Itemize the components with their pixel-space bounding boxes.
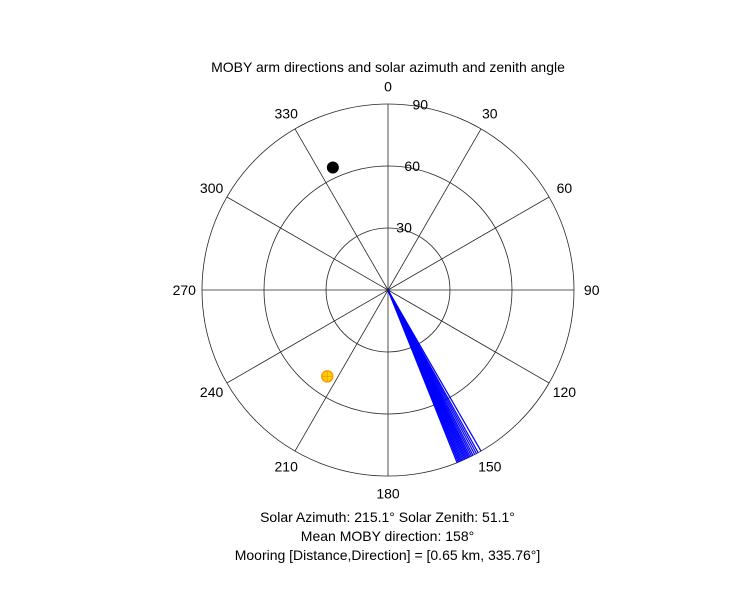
angle-tick-label-300: 300	[200, 180, 224, 196]
grid-spoke-330	[294, 128, 389, 291]
grid-spoke-30	[387, 128, 482, 291]
sun-marker-rays	[322, 371, 333, 382]
angle-tick-label-270: 270	[173, 282, 197, 298]
tick-labels: 0 30 60 90 120 150 180 210 240 270 300 330 30 60 90	[173, 78, 600, 501]
series-layer	[321, 161, 482, 463]
grid-spoke-60	[387, 196, 550, 291]
angle-tick-label-120: 120	[553, 384, 577, 400]
grid-spoke-210	[294, 289, 389, 452]
grid-spoke-300	[226, 196, 389, 291]
angle-tick-label-210: 210	[275, 458, 299, 474]
angle-tick-label-60: 60	[557, 180, 573, 196]
mooring-marker	[326, 161, 339, 174]
angle-tick-label-30: 30	[482, 106, 498, 122]
solar-caption: Solar Azimuth: 215.1° Solar Zenith: 51.1…	[260, 509, 515, 525]
chart-title: MOBY arm directions and solar azimuth an…	[211, 59, 565, 75]
radial-tick-label-90: 90	[413, 97, 429, 113]
angle-tick-label-0: 0	[384, 78, 392, 94]
angle-tick-label-150: 150	[478, 458, 502, 474]
angle-tick-label-330: 330	[275, 106, 299, 122]
angle-tick-label-180: 180	[376, 486, 400, 502]
grid-spoke-120	[387, 289, 550, 384]
mooring-caption: Mooring [Distance,Direction] = [0.65 km,…	[234, 547, 541, 563]
angle-tick-label-240: 240	[200, 384, 224, 400]
moby-arm-line-17	[387, 289, 458, 463]
moby-direction-caption: Mean MOBY direction: 158°	[300, 528, 475, 544]
grid-spoke-240	[226, 289, 389, 384]
radial-tick-label-60: 60	[404, 158, 420, 174]
angle-tick-label-90: 90	[584, 282, 600, 298]
radial-tick-label-30: 30	[396, 220, 412, 236]
